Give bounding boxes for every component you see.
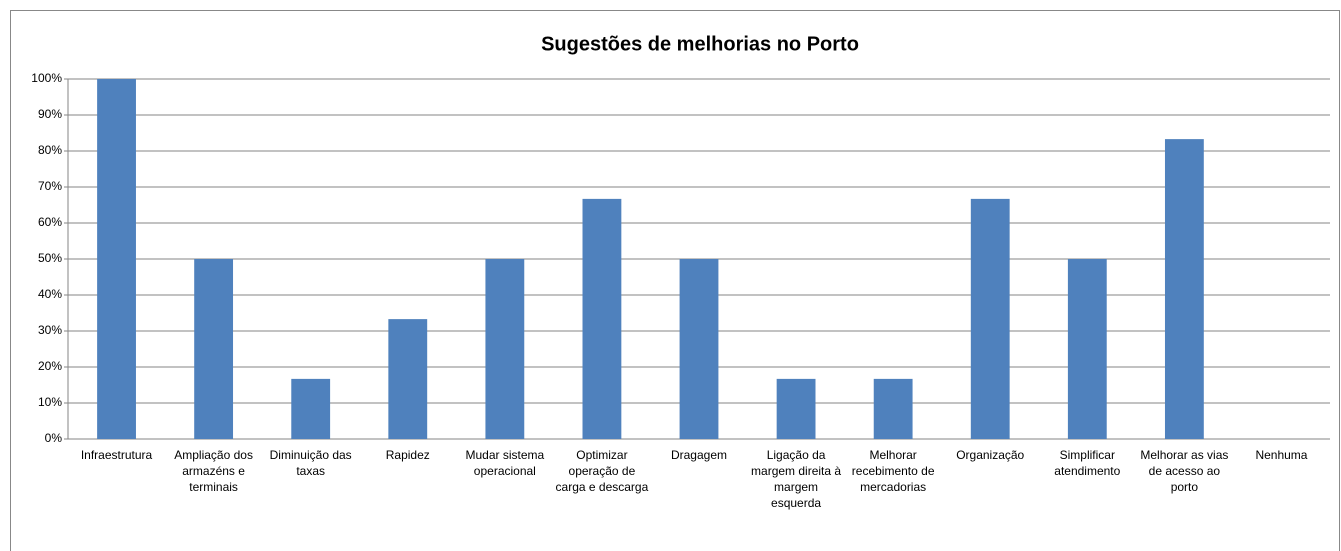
y-tick-label: 60% [38,215,62,229]
bar [194,259,234,439]
bar [1067,259,1107,439]
y-tick-label: 100% [31,71,62,85]
y-tick-label: 20% [38,359,62,373]
y-tick-label: 30% [38,323,62,337]
bar [1164,139,1204,439]
chart-title: Sugestões de melhorias no Porto [541,33,859,55]
x-tick-label: Nenhuma [1255,448,1308,462]
bar [776,378,816,439]
bar [582,198,622,439]
x-tick-label: Optimizar operação de carga e descarga [555,448,649,494]
bar [679,259,719,439]
y-tick-label: 0% [45,431,63,445]
y-tick-label: 70% [38,179,62,193]
bar [97,79,136,439]
y-tick-label: 50% [38,251,62,265]
x-tick-label: Ligação da margem direita à margem esque… [751,448,842,510]
x-tick-label: Simplificar atendimento [1054,448,1121,478]
x-tick-label: Dragagem [670,448,727,462]
x-tick-label: Diminuição das taxas [269,448,352,478]
y-tick-label: 10% [38,395,62,409]
y-tick-label: 40% [38,287,62,301]
x-tick-label: Organização [956,448,1025,462]
y-tick-label: 80% [38,143,62,157]
bar [970,198,1010,439]
x-tick-label: Melhorar recebimento de mercadorias [851,448,935,494]
x-tick-label: Mudar sistema operacional [465,448,545,478]
y-tick-label: 90% [38,107,62,121]
x-tick-label: Infraestrutura [80,448,153,462]
x-tick-label: Melhorar as vias de acesso ao porto [1140,448,1229,494]
bar [388,319,428,439]
bar [291,378,331,439]
bar [485,259,525,439]
x-tick-label: Ampliação dos armazéns e terminais [174,448,253,494]
x-tick-label: Rapidez [385,448,430,462]
bar [873,378,913,439]
